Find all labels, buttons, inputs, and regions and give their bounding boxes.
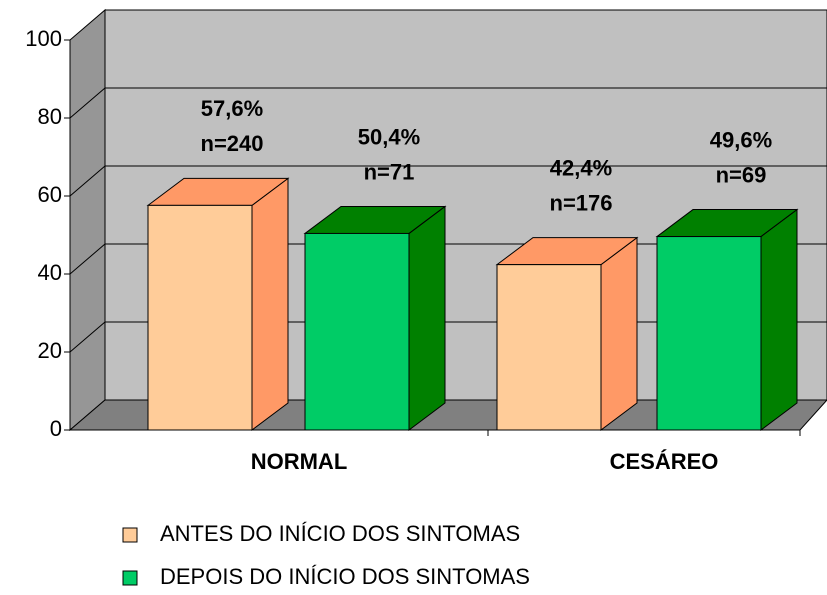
value-label: 50,4% bbox=[358, 124, 420, 149]
count-label: n=176 bbox=[550, 190, 613, 215]
legend-swatch bbox=[122, 570, 138, 586]
y-tick-label: 100 bbox=[25, 26, 62, 51]
bar-front bbox=[304, 232, 410, 431]
y-tick-label: 80 bbox=[38, 104, 62, 129]
value-label: 49,6% bbox=[710, 127, 772, 152]
grid-line bbox=[69, 165, 827, 197]
bar-side bbox=[408, 205, 446, 431]
y-tick-label: 40 bbox=[38, 260, 62, 285]
bar-front bbox=[656, 236, 762, 431]
count-label: n=69 bbox=[716, 162, 767, 187]
value-label: 57,6% bbox=[201, 96, 263, 121]
bar-side bbox=[251, 177, 289, 431]
bar bbox=[303, 205, 447, 431]
count-label: n=240 bbox=[201, 131, 264, 156]
bar-side bbox=[600, 236, 638, 431]
bar bbox=[655, 208, 799, 431]
bar bbox=[146, 177, 290, 431]
count-label: n=71 bbox=[364, 159, 415, 184]
legend-label: DEPOIS DO INÍCIO DOS SINTOMAS bbox=[160, 564, 530, 589]
legend-label: ANTES DO INÍCIO DOS SINTOMAS bbox=[160, 521, 520, 546]
x-tick-label: NORMAL bbox=[251, 449, 348, 474]
value-label: 42,4% bbox=[550, 155, 612, 180]
x-tick-label: CESÁREO bbox=[610, 449, 719, 474]
bar-front bbox=[147, 204, 253, 431]
legend-swatch bbox=[122, 527, 138, 543]
grid-line bbox=[69, 87, 827, 119]
y-tick-label: 0 bbox=[50, 416, 62, 441]
y-tick-label: 20 bbox=[38, 338, 62, 363]
side-wall bbox=[69, 8, 106, 432]
y-tick-label: 60 bbox=[38, 182, 62, 207]
bar-front bbox=[496, 264, 602, 431]
bar bbox=[495, 236, 639, 431]
bar-side bbox=[760, 208, 798, 431]
